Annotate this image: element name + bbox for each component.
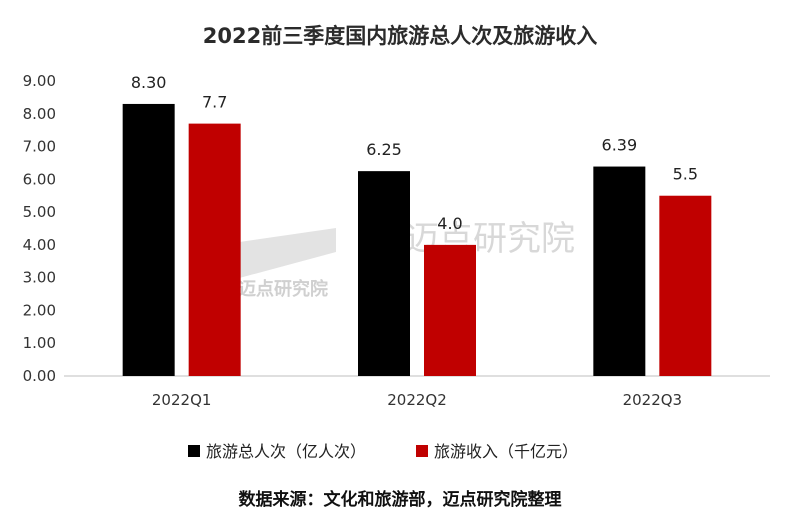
legend: 旅游总人次（亿人次） 旅游收入（千亿元） [188, 442, 578, 461]
data-label-revenue-2022Q1: 7.7 [202, 93, 227, 112]
bar-visitors-2022Q3 [593, 166, 646, 376]
y-tick-label: 3.00 [23, 269, 56, 287]
y-tick-label: 8.00 [23, 105, 56, 123]
y-tick-label: 7.00 [23, 138, 56, 156]
watermark-brand-small: 迈点研究院 [238, 278, 328, 300]
data-label-revenue-2022Q2: 4.0 [437, 214, 462, 233]
data-label-visitors-2022Q1: 8.30 [131, 73, 167, 92]
y-tick-label: 4.00 [23, 236, 56, 254]
y-axis: 0.00 1.00 2.00 3.00 4.00 5.00 6.00 7.00 8.00 9.00 [23, 72, 56, 385]
legend-swatch-visitors [188, 445, 200, 457]
y-tick-label: 5.00 [23, 203, 56, 221]
legend-label-revenue: 旅游收入（千亿元） [434, 442, 578, 461]
x-tick-label: 2022Q1 [152, 391, 212, 409]
watermark-logo-icon [212, 228, 336, 308]
x-tick-label: 2022Q2 [387, 391, 447, 409]
y-tick-label: 2.00 [23, 301, 56, 319]
source-note: 数据来源：文化和旅游部，迈点研究院整理 [239, 489, 562, 510]
bar-revenue-2022Q2 [424, 244, 476, 376]
chart-title: 2022前三季度国内旅游总人次及旅游收入 [203, 24, 597, 48]
y-tick-label: 6.00 [23, 170, 56, 188]
y-tick-label: 9.00 [23, 72, 56, 90]
bar-visitors-2022Q1 [122, 103, 175, 376]
y-tick-label: 1.00 [23, 334, 56, 352]
x-tick-label: 2022Q3 [623, 391, 683, 409]
legend-swatch-revenue [416, 445, 428, 457]
data-label-visitors-2022Q3: 6.39 [602, 136, 638, 155]
data-label-revenue-2022Q3: 5.5 [673, 165, 698, 184]
watermark: 迈点研究院 迈点研究院 [212, 219, 575, 308]
legend-label-visitors: 旅游总人次（亿人次） [206, 442, 366, 461]
bars: 8.30 7.7 6.25 4.0 6.39 5.5 [122, 73, 712, 376]
data-label-visitors-2022Q2: 6.25 [366, 140, 402, 159]
x-axis: 2022Q1 2022Q2 2022Q3 [152, 391, 682, 409]
y-tick-label: 0.00 [23, 367, 56, 385]
bar-revenue-2022Q1 [188, 123, 241, 376]
bar-revenue-2022Q3 [659, 195, 712, 376]
bar-visitors-2022Q2 [358, 171, 410, 376]
